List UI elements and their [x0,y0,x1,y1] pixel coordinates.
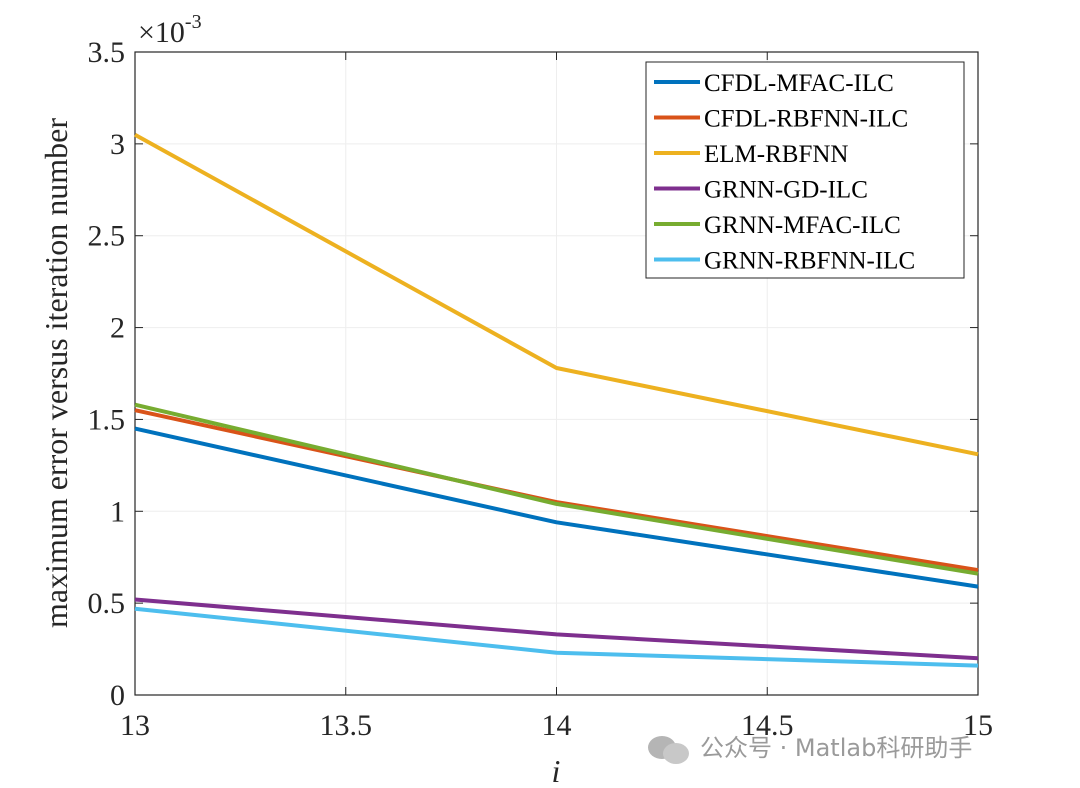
y-tick-label: 0 [110,679,125,712]
y-tick-label: 0.5 [88,587,126,620]
legend-label-grnn-gd-ilc: GRNN-GD-ILC [704,177,868,204]
y-tick-label: 1.5 [88,403,126,436]
y-axis-label: maximum error versus iteration number [38,118,74,628]
axis-ticks: 13 13.5 14 14.5 15 0 0.5 1 1.5 2 2.5 3 3.5 [88,36,994,742]
y-tick-label: 3 [110,128,125,161]
x-axis-label: i [552,753,561,788]
legend-box [645,61,965,279]
x-tick-label: 13 [120,709,150,742]
y-tick-label: 2 [110,312,125,345]
watermark-text: 公众号 · Matlab科研助手 [700,734,973,762]
x-tick-label: 15 [963,709,993,742]
x-tick-label: 14 [542,709,572,742]
series-line-elm-rbfnn [134,132,979,457]
series-line-cfdl-mfac-ilc [134,426,979,589]
series-lines [134,132,979,668]
x-tick-label: 13.5 [320,709,373,742]
series-line-grnn-gd-ilc [134,597,979,661]
legend-label-cfdl-rbfnn-ilc: CFDL-RBFNN-ILC [704,106,908,133]
watermark: 公众号 · Matlab科研助手 [648,728,972,764]
legend-label-grnn-rbfnn-ilc: GRNN-RBFNN-ILC [704,248,915,275]
x-tick-label: 14.5 [741,709,794,742]
y-exponent-label: ×10-3 [138,11,202,49]
series-line-grnn-mfac-ilc [134,402,979,576]
y-tick-label: 2.5 [88,220,126,253]
legend: CFDL-MFAC-ILC CFDL-RBFNN-ILC ELM-RBFNN GRNN… [645,61,965,279]
legend-label-elm-rbfnn: ELM-RBFNN [704,141,848,168]
y-tick-label: 3.5 [88,36,126,69]
y-tick-label: 1 [110,495,125,528]
legend-label-grnn-mfac-ilc: GRNN-MFAC-ILC [704,212,901,239]
legend-label-cfdl-mfac-ilc: CFDL-MFAC-ILC [704,70,894,97]
wechat-icon [648,734,692,764]
series-line-grnn-rbfnn-ilc [134,606,979,668]
